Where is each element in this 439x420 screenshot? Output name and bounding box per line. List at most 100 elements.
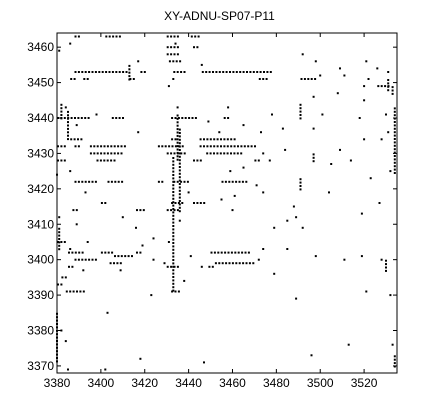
data-point-25	[172, 60, 175, 63]
data-point-329	[79, 290, 82, 293]
data-point-170	[254, 145, 256, 148]
data-point-504	[137, 60, 140, 63]
data-point-70	[269, 71, 272, 73]
data-point-313	[68, 265, 70, 268]
data-point-114	[73, 138, 76, 141]
data-point-583	[389, 294, 392, 297]
data-point-485	[128, 64, 131, 67]
data-point-528	[321, 113, 324, 116]
data-point-238	[245, 180, 248, 183]
data-point-410	[172, 262, 175, 265]
data-point-553	[220, 198, 223, 201]
y-tick-label: 3430	[27, 146, 54, 160]
data-point-150	[171, 145, 174, 148]
data-point-455	[393, 114, 396, 117]
data-point-241	[171, 202, 174, 204]
data-point-357	[67, 114, 69, 117]
data-point-160	[220, 145, 222, 148]
data-point-516	[172, 78, 175, 80]
data-point-352	[58, 238, 61, 240]
data-point-465	[393, 148, 396, 151]
data-point-227	[176, 180, 179, 183]
data-point-162	[226, 145, 229, 148]
data-point-54	[215, 71, 218, 73]
data-point-129	[233, 138, 236, 141]
data-point-156	[206, 145, 209, 148]
data-point-207	[193, 159, 195, 162]
data-point-358	[67, 117, 69, 120]
data-point-216	[88, 180, 91, 183]
data-point-302	[218, 262, 221, 265]
data-point-231	[221, 180, 224, 183]
data-point-26	[175, 60, 178, 63]
data-point-585	[347, 343, 350, 346]
data-point-389	[172, 191, 175, 193]
data-point-429	[178, 162, 181, 165]
data-point-418	[172, 289, 175, 292]
data-point-121	[206, 138, 209, 141]
data-point-293	[84, 258, 87, 261]
data-point-209	[199, 159, 202, 162]
data-point-9	[173, 35, 176, 38]
data-point-117	[171, 138, 174, 141]
data-point-564	[75, 223, 78, 226]
data-point-48	[180, 71, 183, 73]
data-point-364	[67, 138, 69, 141]
data-point-520	[95, 113, 98, 116]
data-point-521	[137, 131, 140, 134]
chart-title: XY-ADNU-SP07-P11	[164, 9, 275, 23]
data-point-191	[219, 152, 222, 155]
data-point-202	[99, 159, 102, 162]
data-point-365	[176, 114, 179, 117]
data-point-522	[176, 106, 179, 109]
data-point-372	[176, 138, 179, 141]
data-point-551	[273, 226, 276, 229]
data-point-60	[235, 71, 238, 73]
data-point-179	[117, 152, 120, 155]
data-point-481	[385, 259, 387, 262]
data-point-123	[213, 138, 216, 141]
data-point-55	[218, 71, 221, 73]
data-point-306	[231, 262, 234, 265]
data-point-456	[393, 117, 396, 120]
data-point-531	[387, 131, 390, 134]
data-point-567	[82, 269, 85, 272]
data-point-283	[227, 251, 230, 254]
data-point-354	[58, 244, 61, 247]
data-point-371	[176, 134, 179, 137]
data-point-5	[115, 35, 118, 38]
data-point-262	[71, 251, 74, 254]
data-point-402	[172, 235, 175, 238]
data-point-428	[178, 159, 181, 162]
data-point-24	[168, 60, 171, 63]
data-point-556	[167, 241, 170, 243]
data-point-106	[181, 117, 184, 119]
x-tick-label: 3480	[263, 376, 290, 390]
data-point-427	[178, 155, 181, 158]
data-point-527	[271, 113, 273, 116]
data-point-318	[176, 265, 179, 268]
data-point-325	[65, 290, 68, 293]
data-point-22	[173, 53, 176, 56]
data-point-220	[110, 180, 113, 183]
data-point-148	[164, 145, 167, 148]
data-point-154	[199, 145, 202, 148]
data-point-298	[113, 262, 115, 265]
data-point-523	[207, 120, 210, 123]
data-point-539	[262, 152, 265, 155]
data-point-113	[70, 138, 73, 141]
data-point-403	[172, 238, 175, 241]
data-point-72	[73, 78, 76, 80]
data-point-383	[172, 170, 175, 173]
data-point-563	[58, 216, 61, 219]
data-point-157	[209, 145, 212, 148]
data-point-10	[176, 35, 179, 38]
data-point-274	[127, 255, 130, 258]
data-point-392	[172, 201, 175, 204]
x-tick-label: 3440	[175, 376, 202, 390]
data-point-446	[299, 185, 302, 187]
data-point-190	[216, 152, 219, 155]
data-point-19	[196, 46, 199, 49]
data-point-301	[214, 262, 217, 265]
